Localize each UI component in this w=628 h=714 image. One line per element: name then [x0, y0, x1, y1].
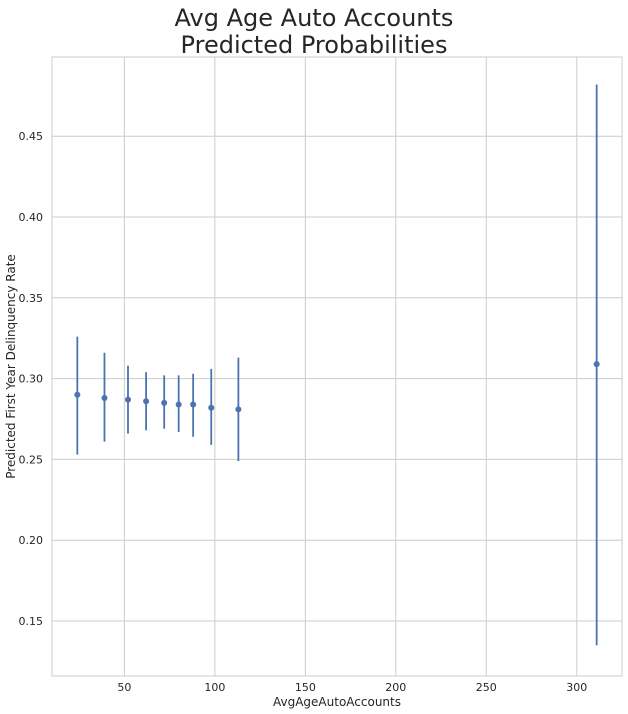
y-tick-label: 0.45: [19, 130, 44, 143]
chart-title-line-2: Predicted Probabilities: [180, 31, 448, 59]
x-tick-label: 250: [476, 681, 497, 694]
data-point: [208, 404, 215, 411]
data-point: [593, 361, 600, 368]
x-tick-label: 100: [204, 681, 225, 694]
grid: [52, 57, 622, 676]
x-tick-label: 150: [295, 681, 316, 694]
data-point: [101, 395, 108, 402]
data-point: [161, 399, 168, 406]
data-point: [143, 398, 150, 405]
y-tick-label: 0.20: [19, 534, 44, 547]
x-tick-label: 50: [117, 681, 131, 694]
data-point: [175, 401, 182, 408]
data-points: [74, 361, 600, 413]
error-bars: [76, 84, 598, 646]
data-point: [74, 391, 81, 398]
data-point: [190, 401, 197, 408]
x-tick-labels: 50 100 150 200 250 300: [117, 681, 587, 694]
y-tick-label: 0.35: [19, 292, 44, 305]
y-tick-label: 0.25: [19, 453, 44, 466]
y-tick-label: 0.30: [19, 373, 44, 386]
data-point: [235, 406, 242, 413]
y-tick-labels: 0.15 0.20 0.25 0.30 0.35 0.40 0.45: [19, 130, 44, 628]
x-tick-label: 200: [385, 681, 406, 694]
y-axis-label: Predicted First Year Delinquency Rate: [4, 254, 18, 479]
x-tick-label: 300: [566, 681, 587, 694]
chart-title-line-1: Avg Age Auto Accounts: [174, 4, 454, 32]
x-axis-label: AvgAgeAutoAccounts: [273, 695, 401, 709]
y-tick-label: 0.15: [19, 615, 44, 628]
plot-frame: [51, 56, 623, 677]
y-tick-label: 0.40: [19, 211, 44, 224]
data-point: [125, 396, 131, 403]
